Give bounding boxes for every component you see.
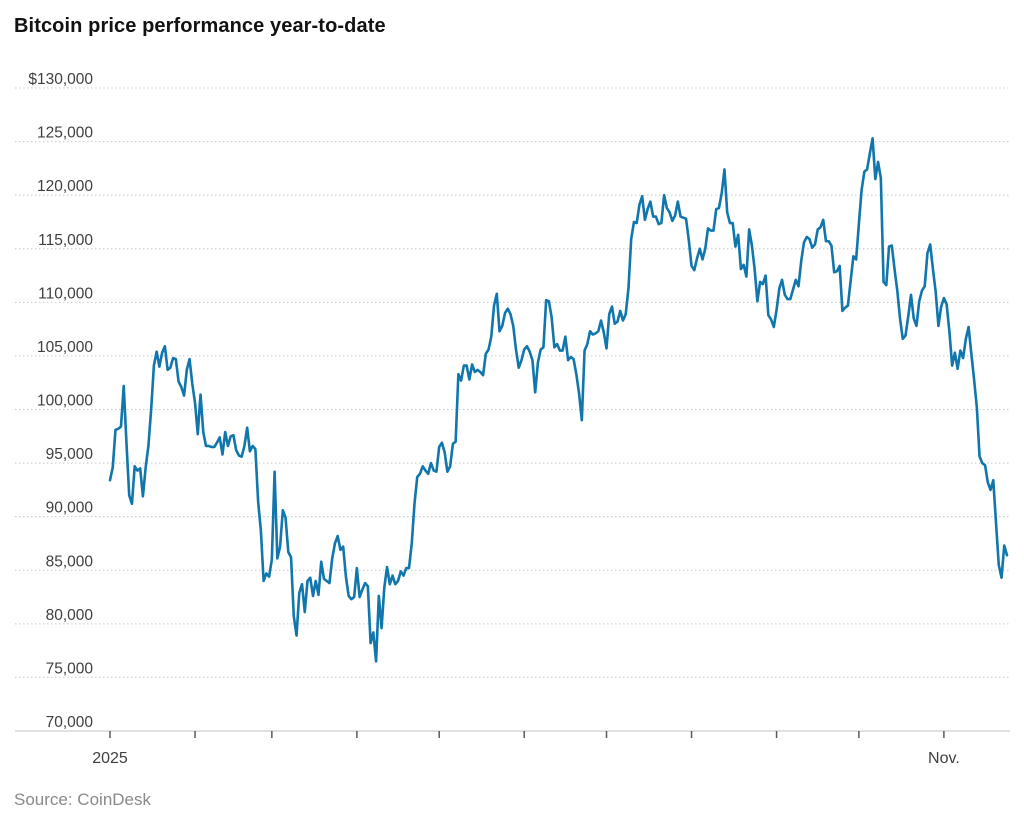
x-axis-label: Nov. bbox=[928, 750, 960, 767]
y-axis-label: 115,000 bbox=[38, 232, 93, 249]
y-axis-label: 110,000 bbox=[38, 285, 93, 302]
x-axis-label: 2025 bbox=[92, 750, 128, 767]
y-axis-label: 100,000 bbox=[37, 393, 93, 410]
chart-title: Bitcoin price performance year-to-date bbox=[14, 15, 386, 37]
y-axis-label: 75,000 bbox=[46, 660, 94, 677]
y-axis-label: 105,000 bbox=[37, 339, 93, 356]
y-axis-label: 120,000 bbox=[37, 178, 93, 195]
source-note: Source: CoinDesk bbox=[14, 790, 152, 809]
y-axis-label: 85,000 bbox=[46, 553, 94, 570]
y-axis-label: 95,000 bbox=[46, 446, 94, 463]
y-axis-label: $130,000 bbox=[28, 71, 93, 88]
y-axis-label: 125,000 bbox=[37, 125, 93, 142]
y-axis-label: 70,000 bbox=[46, 714, 94, 731]
price-line bbox=[108, 137, 1009, 663]
y-axis-label: 80,000 bbox=[46, 607, 94, 624]
y-axis-label: 90,000 bbox=[46, 500, 94, 517]
